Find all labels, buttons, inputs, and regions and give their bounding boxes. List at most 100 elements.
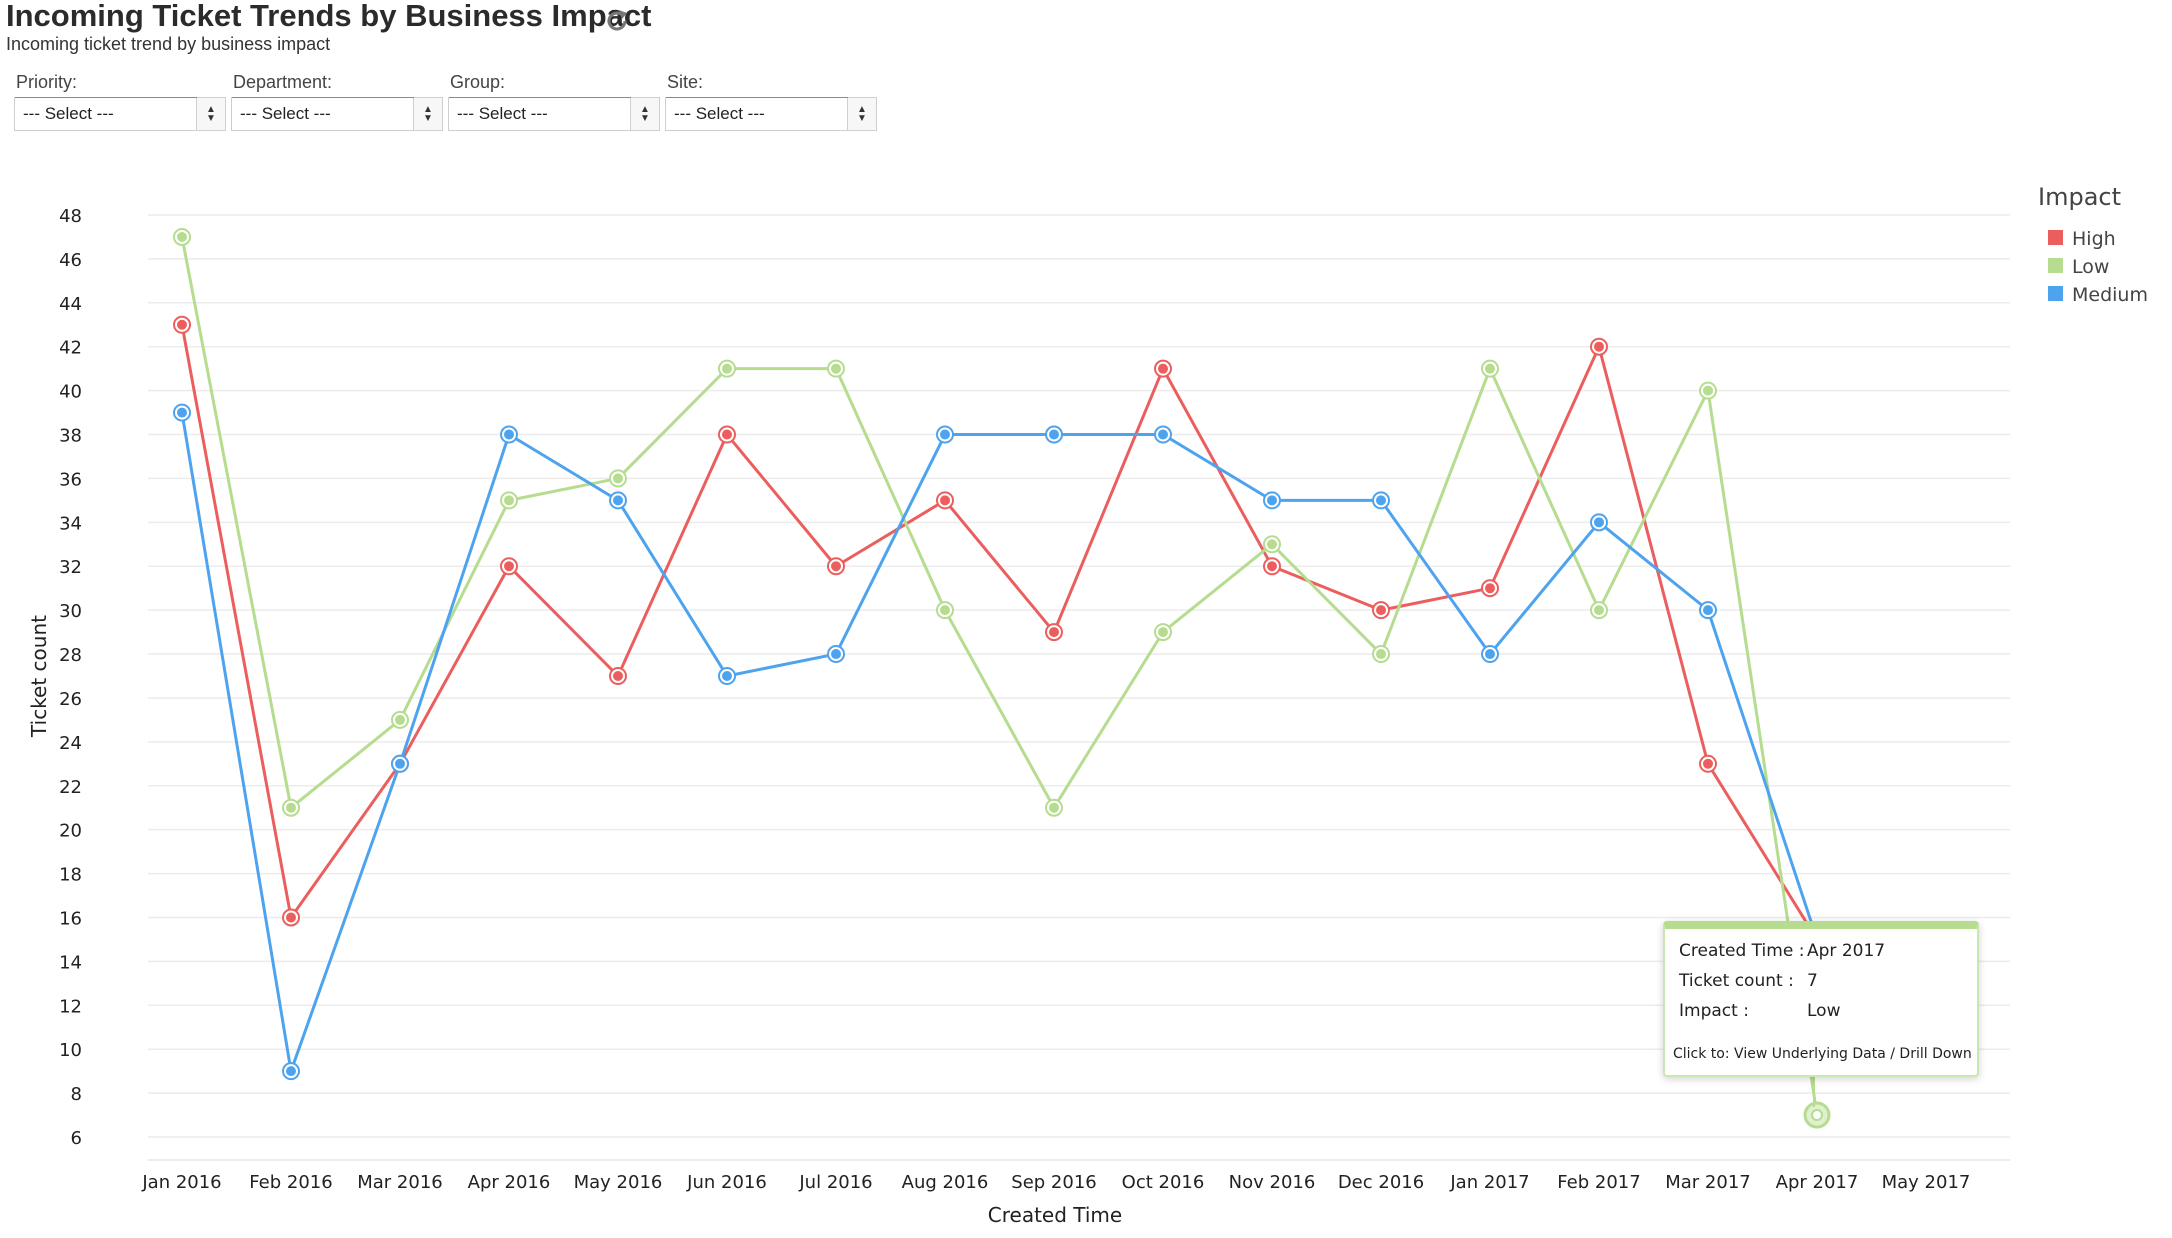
data-point-center-low (831, 363, 841, 374)
x-tick-label: Feb 2017 (1557, 1172, 1640, 1193)
y-tick-label: 20 (59, 821, 82, 842)
x-tick-label: Jan 2017 (1449, 1172, 1529, 1193)
filter-group: Group: --- Select --- ▲ ▼ (448, 72, 662, 131)
select-arrows-icon: ▲ ▼ (630, 98, 659, 130)
filter-label: Priority: (16, 72, 78, 92)
data-point-center-high (1267, 561, 1277, 572)
y-tick-label: 32 (59, 557, 82, 578)
data-point-center-high (1703, 758, 1713, 769)
x-tick-label: Apr 2017 (1776, 1172, 1859, 1193)
y-tick-label: 10 (59, 1040, 82, 1061)
filter-label: Department: (233, 72, 333, 92)
tooltip-ticket-count-label: Ticket count : (1679, 971, 1794, 991)
data-point-center-medium (613, 495, 623, 506)
data-point-center-medium (177, 407, 187, 418)
refresh-icon[interactable] (602, 6, 632, 36)
x-tick-label: Jan 2016 (141, 1172, 221, 1193)
data-point-center-low (940, 605, 950, 616)
data-point-center-medium (1703, 605, 1713, 616)
data-point-center-low (395, 714, 405, 725)
y-tick-label: 44 (59, 294, 82, 315)
tooltip-footer-links[interactable]: View Underlying Data / Drill Down (1734, 1046, 1972, 1062)
data-point-center-medium (286, 1066, 296, 1077)
data-point-center-high (1376, 605, 1386, 616)
y-axis-title: Ticket count (27, 615, 51, 738)
legend-swatch-medium (2048, 286, 2063, 301)
tooltip-created-time-label: Created Time : (1679, 941, 1805, 961)
series-line-low (180, 236, 1819, 1116)
data-point-center-high (1049, 627, 1059, 638)
data-point-center-low (1811, 1109, 1823, 1122)
y-tick-label: 12 (59, 996, 82, 1017)
x-axis-title: Created Time (988, 1203, 1122, 1227)
y-tick-label: 14 (59, 952, 82, 973)
x-tick-label: Nov 2016 (1229, 1172, 1316, 1193)
select-value: --- Select --- (457, 104, 548, 123)
data-point-center-low (1049, 802, 1059, 813)
data-point-center-medium (395, 758, 405, 769)
data-point-center-low (1485, 363, 1495, 374)
select-value: --- Select --- (23, 104, 114, 123)
tooltip-pointer (1813, 1075, 1815, 1107)
legend-title: Impact (2038, 183, 2121, 211)
data-point-center-low (286, 802, 296, 813)
tooltip-footer[interactable]: Click to: View Underlying Data / Drill D… (1673, 1046, 1972, 1062)
site-select[interactable]: --- Select --- ▲ ▼ (665, 97, 877, 131)
data-point-center-medium (1267, 495, 1277, 506)
data-point-center-medium (722, 671, 732, 681)
y-tick-label: 34 (59, 513, 82, 534)
y-tick-label: 16 (59, 908, 82, 929)
filter-department: Department: --- Select --- ▲ ▼ (231, 72, 445, 131)
y-tick-label: 30 (59, 601, 82, 622)
data-point-center-low (722, 363, 732, 374)
filter-priority: Priority: --- Select --- ▲ ▼ (14, 72, 228, 131)
data-point-center-medium (940, 429, 950, 440)
y-tick-label: 36 (59, 469, 82, 490)
data-point-center-low (504, 495, 514, 506)
department-select[interactable]: --- Select --- ▲ ▼ (231, 97, 443, 131)
data-point-center-high (722, 429, 732, 440)
legend-label-high: High (2072, 228, 2116, 250)
data-point-center-high (613, 671, 623, 681)
data-point-center-medium (1485, 649, 1495, 660)
chart-tooltip[interactable]: Created Time : Apr 2017 Ticket count : 7… (1663, 921, 1979, 1077)
select-arrows-icon: ▲ ▼ (196, 98, 225, 130)
x-tick-label: May 2016 (574, 1172, 663, 1193)
filter-site: Site: --- Select --- ▲ ▼ (665, 72, 879, 131)
x-tick-label: Mar 2017 (1665, 1172, 1751, 1193)
data-point-center-low (177, 231, 187, 242)
y-tick-label: 8 (71, 1084, 82, 1105)
priority-select[interactable]: --- Select --- ▲ ▼ (14, 97, 226, 131)
x-tick-label: Jul 2016 (798, 1172, 872, 1193)
y-tick-label: 6 (71, 1128, 82, 1149)
select-value: --- Select --- (674, 104, 765, 123)
y-tick-label: 24 (59, 733, 82, 754)
y-tick-label: 28 (59, 645, 82, 666)
y-tick-label: 42 (59, 338, 82, 359)
y-tick-label: 46 (59, 250, 82, 271)
y-tick-label: 26 (59, 689, 82, 710)
tooltip-footer-prefix: Click to: (1673, 1046, 1730, 1062)
data-point-center-low (613, 473, 623, 484)
tooltip-impact-label: Impact : (1679, 1001, 1749, 1021)
data-point-center-high (286, 912, 296, 923)
x-tick-label: Dec 2016 (1338, 1172, 1424, 1193)
x-tick-label: May 2017 (1882, 1172, 1971, 1193)
y-tick-label: 40 (59, 382, 82, 403)
data-point-center-high (504, 561, 514, 572)
data-point-center-low (1158, 627, 1168, 638)
data-point-center-low (1594, 605, 1604, 616)
select-arrows-icon: ▲ ▼ (413, 98, 442, 130)
x-tick-label: Feb 2016 (249, 1172, 332, 1193)
group-select[interactable]: --- Select --- ▲ ▼ (448, 97, 660, 131)
filter-label: Site: (667, 72, 704, 92)
page-title: Incoming Ticket Trends by Business Impac… (6, 0, 652, 33)
series-line-high (180, 324, 1819, 941)
select-arrows-icon: ▲ ▼ (847, 98, 876, 130)
data-point-center-high (940, 495, 950, 506)
data-point-center-high (1594, 341, 1604, 352)
tooltip-ticket-count-value: 7 (1807, 971, 1818, 991)
x-tick-label: Oct 2016 (1122, 1172, 1205, 1193)
legend-label-low: Low (2072, 256, 2109, 278)
